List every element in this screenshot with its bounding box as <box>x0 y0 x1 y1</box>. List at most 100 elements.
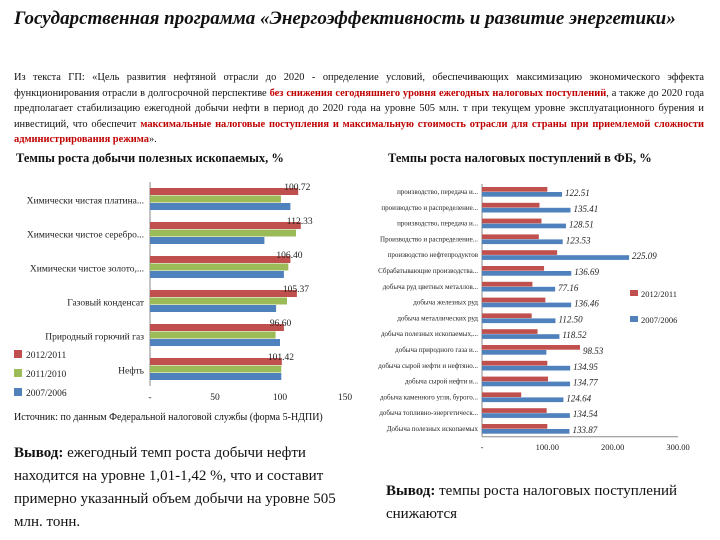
bar-2007-2006 <box>482 318 556 324</box>
bar-2012-2011 <box>482 297 546 303</box>
page-title: Государственная программа «Энергоэффекти… <box>14 8 676 29</box>
bar-2007-2006 <box>482 365 571 371</box>
category-label: Сбрабатывающие производства... <box>378 267 478 275</box>
bar-2012-2011 <box>482 281 533 287</box>
bar-2007-2006 <box>482 381 571 387</box>
data-label: 123.53 <box>566 235 591 245</box>
bar-2011-2010 <box>150 263 289 271</box>
conclusion-left: Вывод: ежегодный темп роста добычи нефти… <box>14 442 366 534</box>
category-label: добыча природного газа и... <box>395 346 478 354</box>
bar-2007-2006 <box>150 373 282 380</box>
bar-2012-2011 <box>150 358 282 365</box>
data-label: 122.51 <box>565 188 590 198</box>
bar-2012-2011 <box>482 408 547 413</box>
legend-label: 2007/2006 <box>641 315 677 325</box>
x-tick-label: 100 <box>273 393 288 403</box>
intro-text-3: ». <box>148 134 157 145</box>
bar-2011-2010 <box>150 297 287 305</box>
bar-2007-2006 <box>482 302 572 308</box>
left-chart: Химически чистая платина... 100.72 Химичес… <box>14 182 353 403</box>
conclusion-left-text: ежегодный темп роста добычи нефти находи… <box>14 445 336 530</box>
intro-text-2: , а также до 2020 года предполагает стаб… <box>14 87 704 130</box>
conclusion-left-label: Вывод: <box>14 445 64 461</box>
x-tick-label: 150 <box>338 393 353 403</box>
bar-2012-2011 <box>150 188 299 195</box>
conclusion-right: Вывод: темпы роста налоговых поступлений… <box>386 480 706 526</box>
bar-2007-2006 <box>482 192 563 197</box>
bar-2007-2006 <box>482 286 556 292</box>
legend-swatch <box>630 290 638 296</box>
category-label: Химически чистое серебро... <box>27 229 144 240</box>
x-tick-label: - <box>481 442 484 452</box>
x-tick-label: 200.00 <box>601 442 624 452</box>
bar-2007-2006 <box>482 397 564 403</box>
category-label: Производство и распределение... <box>380 235 478 243</box>
data-label: 105.37 <box>283 285 309 295</box>
bar-2007-2006 <box>482 350 547 355</box>
bar-2007-2006 <box>482 334 560 339</box>
bar-2007-2006 <box>150 305 277 312</box>
data-label: 135.41 <box>573 204 598 214</box>
category-label: добыча железных руд <box>413 299 478 307</box>
bar-2012-2011 <box>482 218 542 224</box>
category-label: добыча металлических руд <box>397 314 478 322</box>
data-label: 98.53 <box>583 346 604 356</box>
legend-swatch <box>630 316 638 322</box>
category-label: добыча полезных ископаемых,... <box>381 330 478 338</box>
category-label: Газовый конденсат <box>67 297 145 308</box>
bar-2007-2006 <box>482 207 571 213</box>
data-label: 100.72 <box>284 183 310 193</box>
data-label: 96.60 <box>270 319 292 329</box>
bar-2007-2006 <box>150 271 284 278</box>
bar-2012-2011 <box>482 360 548 366</box>
right-chart: производство, передача и... 122.51 произво… <box>378 184 690 452</box>
bar-2011-2010 <box>150 331 276 339</box>
legend-label: 2007/2006 <box>26 389 67 399</box>
bar-2007-2006 <box>482 239 563 245</box>
data-label: 77.16 <box>558 283 579 293</box>
bar-2007-2006 <box>482 255 630 260</box>
category-label: добыча каменного угля, бурого... <box>380 393 478 401</box>
data-label: 101.42 <box>268 353 294 363</box>
bar-2012-2011 <box>150 290 297 297</box>
intro-paragraph: Из текста ГП: «Цель развития нефтяной от… <box>14 70 704 148</box>
bar-2012-2011 <box>150 256 291 263</box>
category-label: производство, передача и... <box>397 220 478 228</box>
data-label: 118.52 <box>562 330 587 340</box>
data-label: 124.64 <box>566 393 591 403</box>
bar-2012-2011 <box>150 324 284 331</box>
data-label: 112.33 <box>287 217 313 227</box>
bar-2012-2011 <box>482 234 539 240</box>
category-label: добыча сырой нефти и нефтяно... <box>378 362 478 370</box>
data-label: 136.46 <box>574 299 599 309</box>
category-label: Добыча полезных ископаемых <box>387 425 479 433</box>
intro-text-1: Из текста ГП: «Цель развития нефтяной от… <box>14 72 704 99</box>
bar-2012-2011 <box>482 376 548 382</box>
bar-2007-2006 <box>482 413 570 418</box>
bar-2012-2011 <box>482 329 538 334</box>
data-label: 106.40 <box>276 251 302 261</box>
data-label: 128.51 <box>569 220 594 230</box>
conclusion-right-text: темпы роста налоговых поступлений снижаю… <box>386 483 678 522</box>
category-label: Нефть <box>118 365 145 376</box>
category-label: производство и распределение... <box>381 204 478 212</box>
bar-2011-2010 <box>150 229 297 237</box>
legend-swatch <box>14 369 22 377</box>
legend-label: 2012/2011 <box>26 351 67 361</box>
bar-2007-2006 <box>482 223 566 229</box>
category-label: производство, передача и... <box>397 188 478 196</box>
x-tick-label: 100.00 <box>536 442 559 452</box>
x-tick-label: 300.00 <box>666 442 689 452</box>
bar-2012-2011 <box>482 202 540 208</box>
category-label: производство нефтепродуктов <box>388 251 479 259</box>
left-chart-title: Темпы роста добычи полезных ископаемых, … <box>16 151 284 165</box>
bar-2007-2006 <box>482 271 572 276</box>
bar-2007-2006 <box>482 429 570 434</box>
bar-2011-2010 <box>150 365 282 373</box>
bar-2012-2011 <box>482 250 558 255</box>
data-label: 136.69 <box>574 267 599 277</box>
data-label: 225.09 <box>632 251 657 261</box>
bar-2012-2011 <box>482 313 532 319</box>
bar-2011-2010 <box>150 195 281 203</box>
conclusion-right-label: Вывод: <box>386 483 436 499</box>
